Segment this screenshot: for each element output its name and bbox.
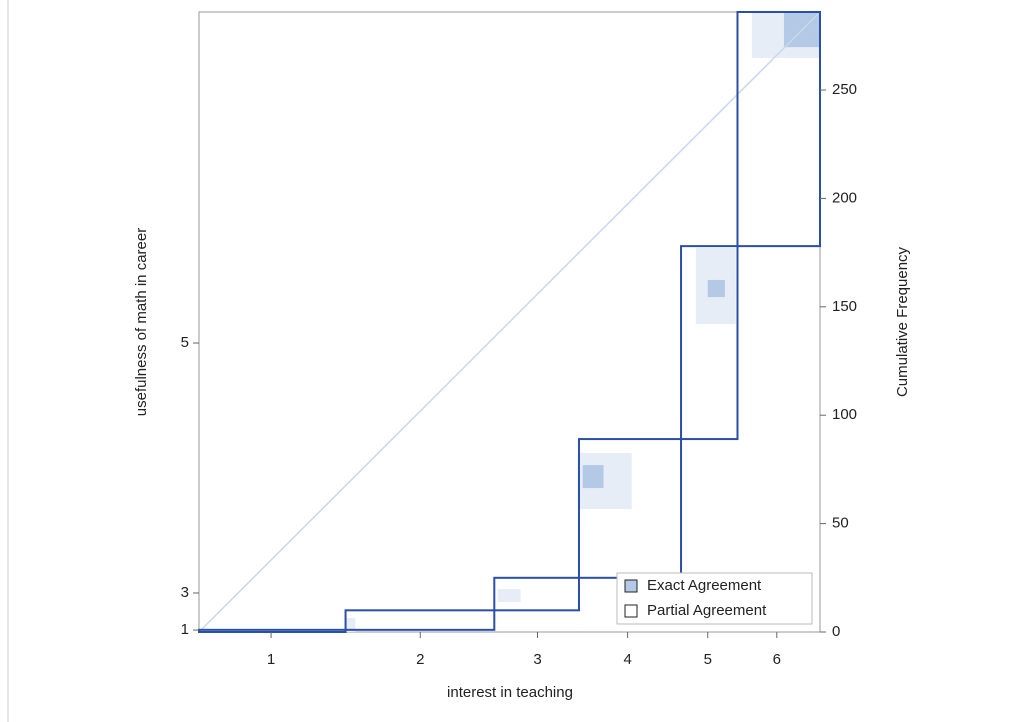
cumulative-step bbox=[198, 628, 347, 633]
diagonal bbox=[198, 11, 821, 633]
legend-swatch bbox=[624, 579, 638, 593]
legend-label: Partial Agreement bbox=[647, 602, 767, 619]
y-tick-label: 5 bbox=[181, 334, 189, 351]
x-tick-label: 6 bbox=[773, 651, 781, 668]
cumulative-step bbox=[680, 245, 739, 441]
legend-swatch bbox=[624, 604, 638, 618]
partial-agreement-cell bbox=[497, 589, 521, 603]
y-tick-label: 1 bbox=[181, 621, 189, 638]
y2-tick-label: 50 bbox=[832, 515, 849, 532]
y2-tick-label: 0 bbox=[832, 623, 840, 640]
y-tick-label: 3 bbox=[181, 584, 189, 601]
x-tick-label: 4 bbox=[623, 651, 631, 668]
cumulative-step bbox=[736, 11, 821, 248]
cumulative-step bbox=[344, 609, 496, 631]
y2-axis-label: Cumulative Frequency bbox=[894, 246, 911, 397]
y2-tick-label: 200 bbox=[832, 189, 857, 206]
x-axis-label: interest in teaching bbox=[447, 684, 573, 701]
cumulative-step bbox=[493, 576, 580, 612]
x-tick-label: 2 bbox=[416, 651, 424, 668]
legend-label: Exact Agreement bbox=[647, 577, 762, 594]
x-tick-label: 5 bbox=[704, 651, 712, 668]
x-tick-label: 3 bbox=[533, 651, 541, 668]
y2-tick-label: 100 bbox=[832, 406, 857, 423]
exact-agreement-cell bbox=[582, 465, 604, 489]
x-tick-label: 1 bbox=[267, 651, 275, 668]
exact-agreement-cell bbox=[707, 279, 725, 298]
y-axis-label: usefulness of math in career bbox=[133, 228, 150, 416]
y2-tick-label: 250 bbox=[832, 81, 857, 98]
legend bbox=[616, 572, 813, 625]
partial-agreement-cell bbox=[345, 617, 356, 632]
y2-tick-label: 150 bbox=[832, 298, 857, 315]
